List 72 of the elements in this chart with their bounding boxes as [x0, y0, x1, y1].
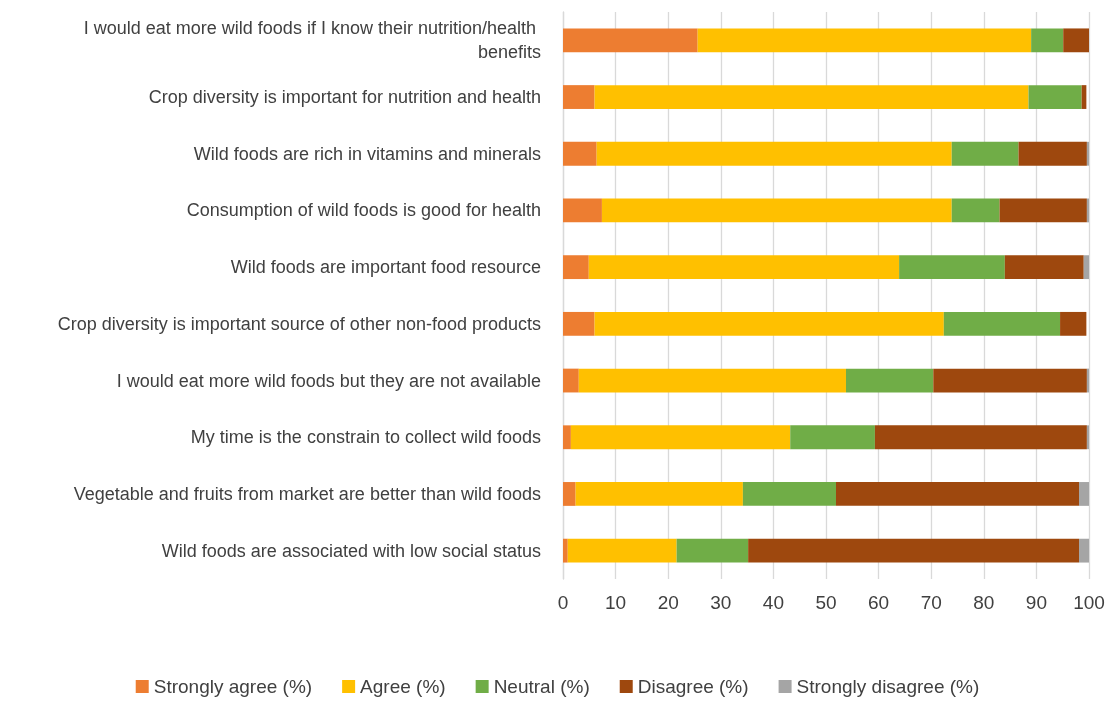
y-tick-label: My time is the constrain to collect wild foods	[190, 427, 541, 448]
bar	[596, 141, 952, 166]
y-tick-label: Crop diversity is important for nutrition and health	[148, 87, 541, 108]
bar	[1031, 28, 1064, 53]
bar	[999, 198, 1087, 223]
bar	[570, 425, 791, 450]
bar	[951, 198, 1000, 223]
bar	[1083, 255, 1089, 280]
bar	[697, 28, 1032, 53]
bar	[601, 198, 952, 223]
x-tick-label: 70	[920, 592, 942, 613]
y-tick-label: Wild foods are associated with low social status	[161, 540, 541, 561]
bar	[1079, 482, 1089, 506]
x-tick-label: 30	[710, 592, 732, 613]
bar	[933, 368, 1087, 393]
legend-label: Strongly agree (%)	[153, 676, 313, 697]
y-tick-label: I would eat more wild foods if I know their nutrition/health benefits	[83, 18, 541, 63]
y-tick-label: Crop diversity is important source of other non-food products	[57, 313, 541, 334]
x-tick-label: 50	[815, 592, 837, 613]
x-tick-label: 100	[1073, 592, 1105, 613]
bar	[1004, 255, 1084, 280]
x-tick-label: 20	[657, 592, 679, 613]
bar	[563, 141, 597, 166]
bar	[563, 538, 568, 563]
bar	[1079, 538, 1089, 563]
y-tick-label: Wild foods are important food resource	[230, 257, 541, 278]
bar	[951, 141, 1019, 166]
bar	[594, 311, 944, 336]
bar	[1028, 85, 1082, 109]
x-tick-label: 40	[762, 592, 784, 613]
bar	[563, 198, 602, 223]
bar	[563, 85, 595, 109]
bar	[748, 538, 1080, 563]
bar	[1063, 28, 1089, 53]
bar	[1086, 198, 1089, 223]
x-tick-label: 80	[973, 592, 995, 613]
bar	[588, 255, 900, 280]
bar	[1086, 368, 1089, 393]
x-tick-label: 10	[605, 592, 627, 613]
bar	[1060, 311, 1087, 336]
legend-label: Agree (%)	[360, 676, 446, 697]
bar	[1018, 141, 1087, 166]
bar	[835, 482, 1080, 506]
bar	[563, 311, 595, 336]
bar	[676, 538, 749, 563]
legend-label: Strongly disagree (%)	[796, 676, 980, 697]
y-tick-label: Vegetable and fruits from market are better than wild foods	[73, 483, 541, 504]
bar	[1086, 141, 1089, 166]
y-tick-label: Wild foods are rich in vitamins and minerals	[193, 143, 541, 164]
bar	[845, 368, 934, 393]
bar	[563, 425, 571, 450]
bar	[563, 482, 576, 506]
bar	[1086, 425, 1089, 450]
bar	[594, 85, 1029, 109]
bar	[563, 255, 589, 280]
y-tick-label: I would eat more wild foods but they are not available	[116, 370, 541, 391]
legend-label: Neutral (%)	[493, 676, 590, 697]
x-tick-label: 0	[557, 592, 569, 613]
x-tick-label: 60	[868, 592, 890, 613]
bar	[578, 368, 846, 393]
x-tick-label: 90	[1025, 592, 1047, 613]
bar	[874, 425, 1087, 450]
bar	[563, 28, 698, 53]
legend-label: Disagree (%)	[637, 676, 749, 697]
bar	[943, 311, 1061, 336]
bar	[575, 482, 743, 506]
bar	[742, 482, 836, 506]
bar	[790, 425, 875, 450]
bar	[567, 538, 677, 563]
y-tick-label: Consumption of wild foods is good for health	[186, 200, 541, 221]
bar	[563, 368, 579, 393]
bar	[899, 255, 1005, 280]
